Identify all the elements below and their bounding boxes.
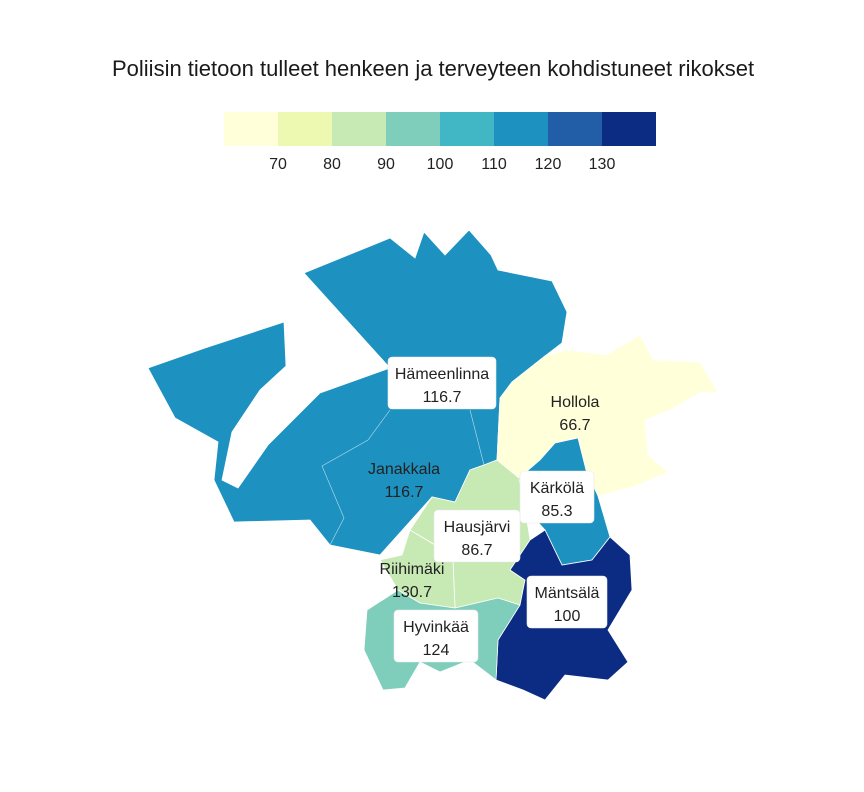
region-label: Hausjärvi 86.7 — [433, 509, 521, 563]
region-label-box — [393, 609, 479, 663]
legend-tick-label: 110 — [481, 156, 507, 173]
region-name-label: Hämeenlinna — [395, 366, 489, 383]
legend-swatch — [332, 112, 386, 146]
region-value-label: 86.7 — [461, 542, 492, 559]
region-name-label: Kärkölä — [530, 480, 584, 497]
region-value-label: 116.7 — [385, 484, 424, 501]
region-value-label: 100 — [554, 608, 581, 625]
region-name-label: Mäntsälä — [535, 585, 600, 602]
legend-tick-label: 90 — [377, 156, 395, 173]
region-name-label: Hausjärvi — [444, 519, 511, 536]
region-label-box — [433, 509, 521, 563]
legend-swatch — [440, 112, 494, 146]
region-label: Kärkölä 85.3 — [519, 470, 595, 524]
color-legend: 70 80 90 100 110 120 130 — [224, 112, 656, 173]
region-labels: Hämeenlinna 116.7 Hollola 66.7 Janakkala 116.… — [368, 356, 608, 663]
legend-swatch — [386, 112, 440, 146]
legend-swatch — [278, 112, 332, 146]
region-label-box — [526, 575, 608, 629]
region-label: Hämeenlinna 116.7 — [387, 356, 497, 410]
region-label: Hollola 66.7 — [551, 394, 600, 434]
region-value-label: 85.3 — [541, 503, 572, 520]
region-name-label: Hollola — [551, 394, 600, 411]
region-label-box — [387, 356, 497, 410]
region-label: Mäntsälä 100 — [526, 575, 608, 629]
region-label: Hyvinkää 124 — [393, 609, 479, 663]
legend-swatch — [494, 112, 548, 146]
legend-tick-label: 100 — [427, 156, 454, 173]
legend-swatch — [224, 112, 278, 146]
legend-tick-label: 70 — [269, 156, 287, 173]
map-title: Poliisin tietoon tulleet henkeen ja terv… — [112, 56, 755, 81]
region-name-label: Riihimäki — [380, 561, 445, 578]
region-value-label: 116.7 — [423, 389, 462, 406]
legend-swatch — [548, 112, 602, 146]
region-value-label: 124 — [423, 642, 450, 659]
region-hameenlinna[interactable] — [147, 229, 568, 556]
legend-tick-label: 120 — [535, 156, 562, 173]
legend-tick-label: 80 — [323, 156, 341, 173]
legend-swatch — [602, 112, 656, 146]
legend-tick-label: 130 — [589, 156, 616, 173]
region-name-label: Janakkala — [368, 461, 440, 478]
region-label: Janakkala 116.7 — [368, 461, 440, 501]
region-value-label: 130.7 — [392, 584, 432, 601]
region-name-label: Hyvinkää — [403, 619, 469, 636]
region-value-label: 66.7 — [559, 417, 590, 434]
region-label: Riihimäki 130.7 — [380, 561, 445, 601]
region-label-box — [519, 470, 595, 524]
